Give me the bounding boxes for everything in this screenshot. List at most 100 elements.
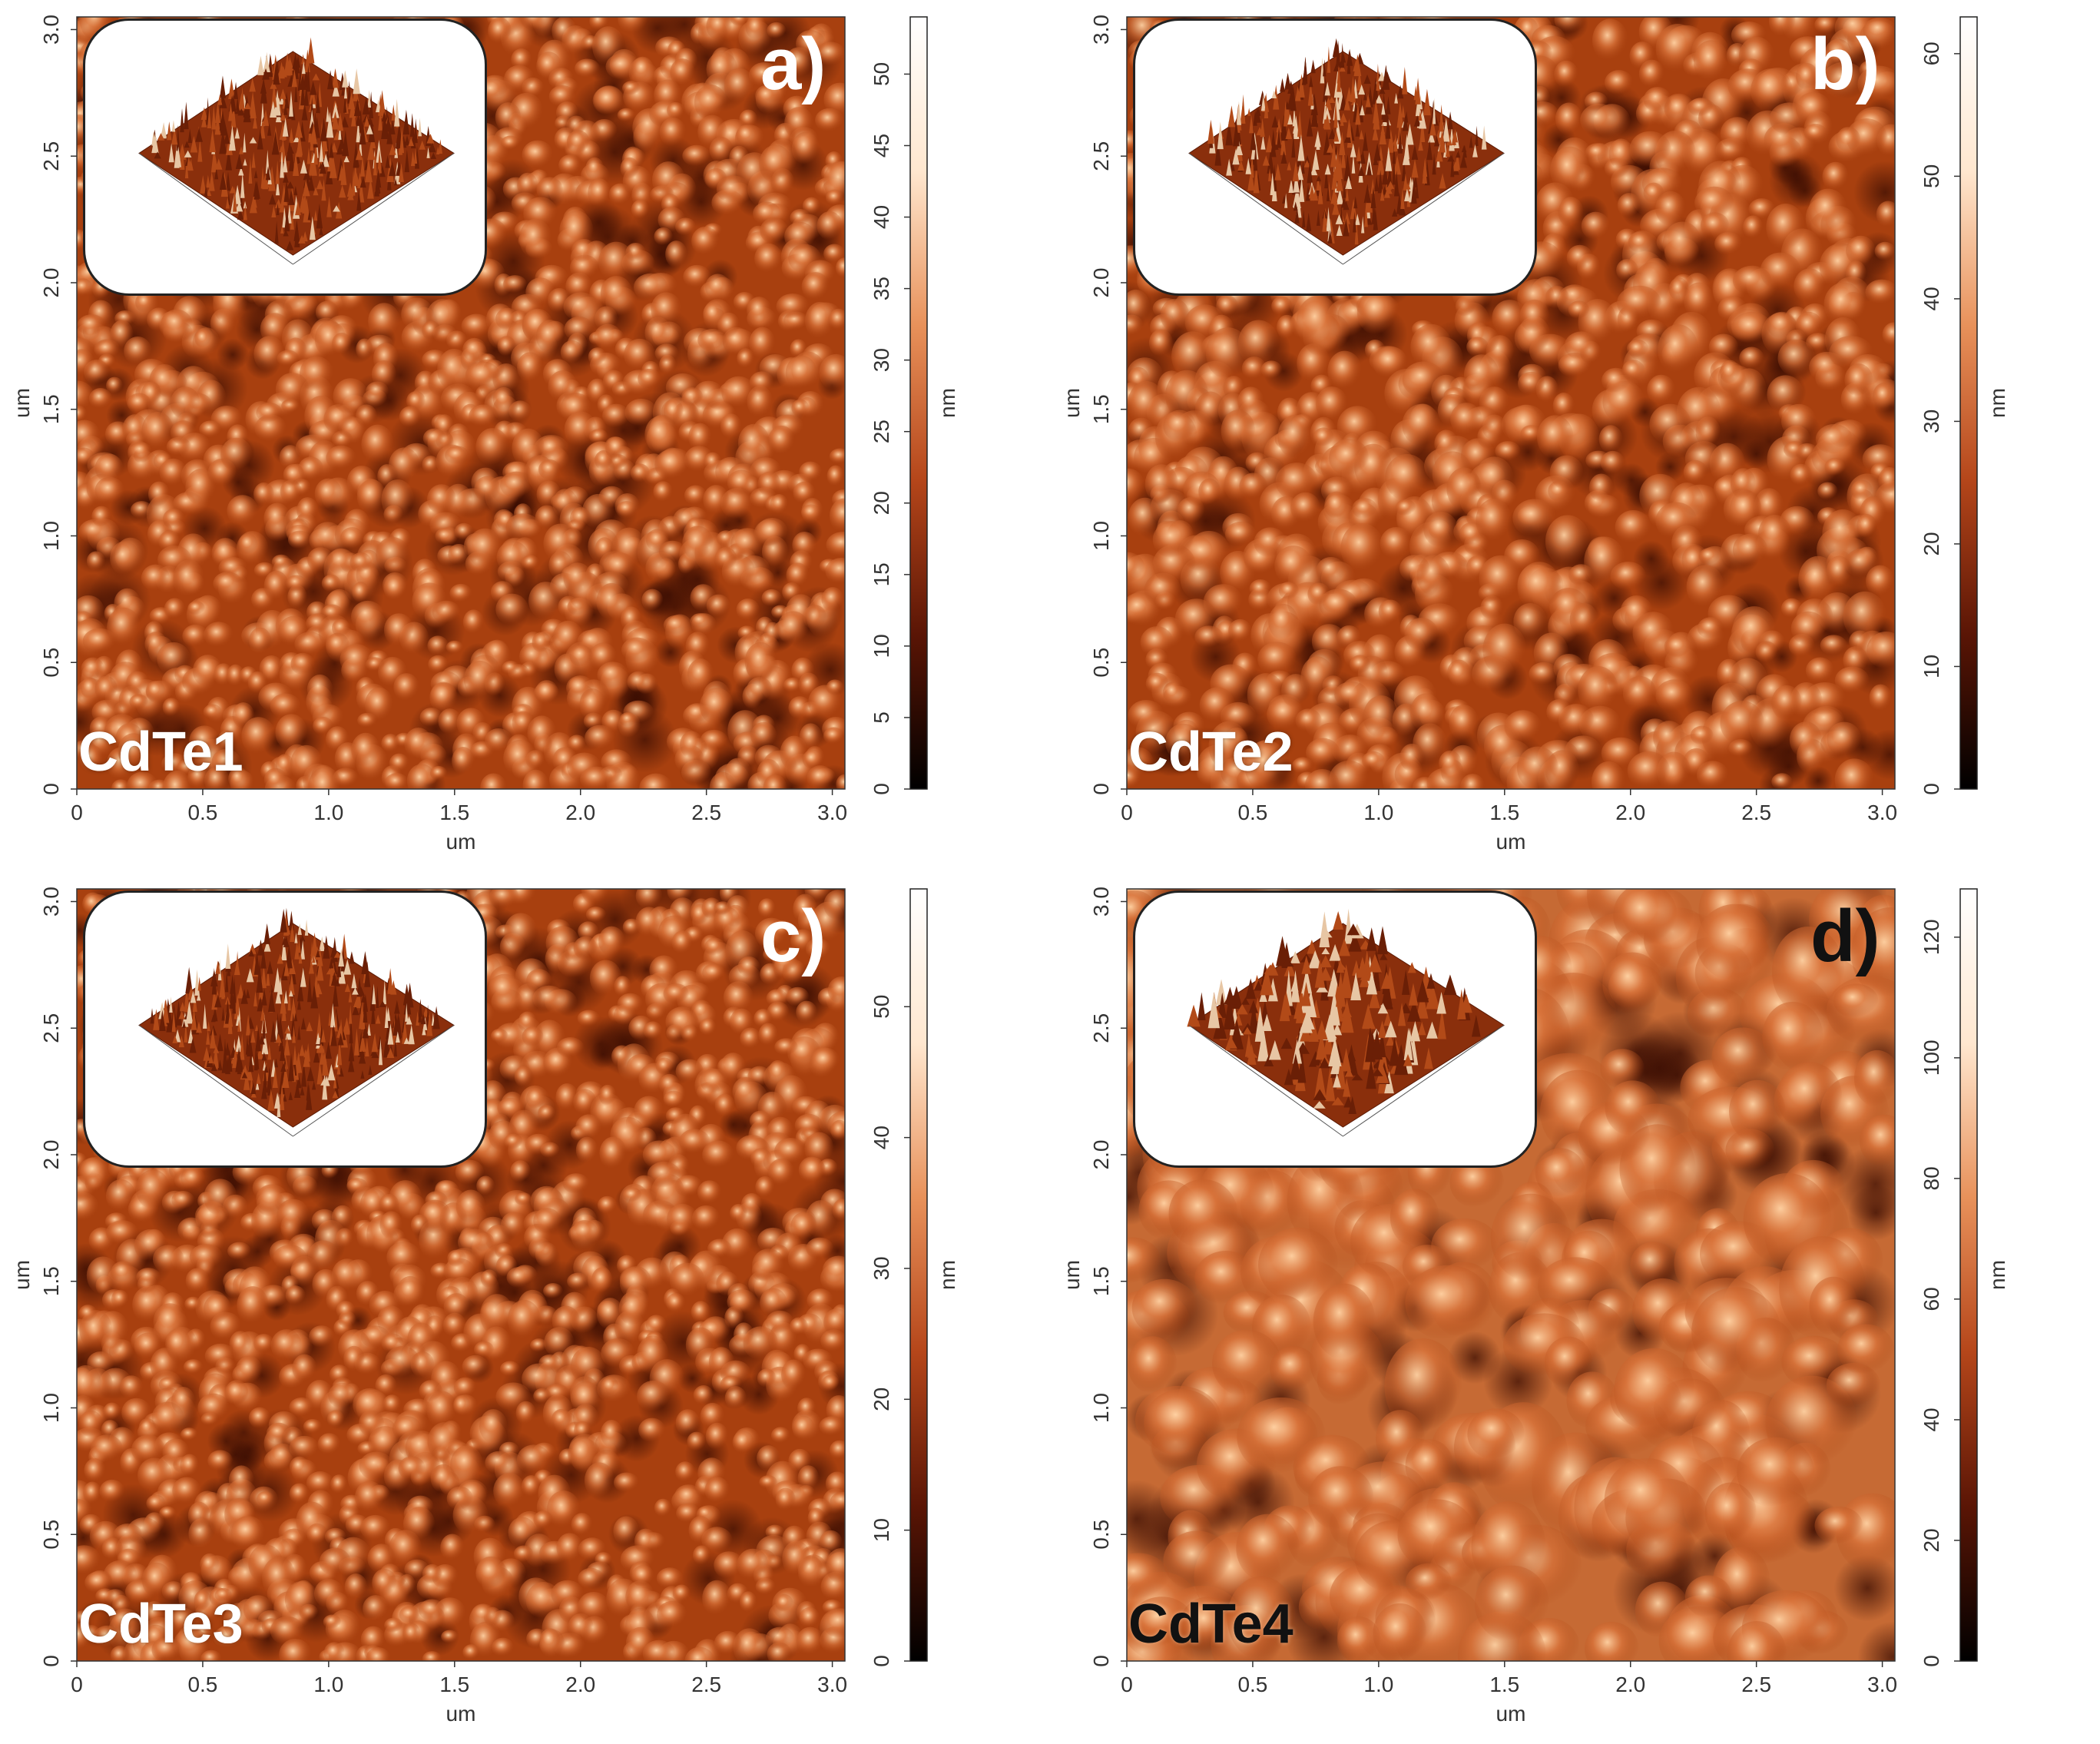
inset-3d-view [1133,18,1537,296]
y-tick-label: 1.0 [1089,1393,1113,1423]
colorbar-unit-label: nm [936,388,959,418]
colorbar [1959,16,1978,790]
colorbar-tick-label: 10 [1919,655,1943,678]
sample-label: CdTe2 [1128,721,1293,783]
x-tick-label: 0.5 [1237,801,1267,824]
afm-topography-image [77,889,845,1661]
sample-label: CdTe3 [78,1593,243,1655]
afm-panel-d: 0 0.5 1.0 1.5 2.0 2.5 3.0 um 0 0.5 1.0 1.5 2.0 2.5 3.0… [1050,872,2100,1744]
colorbar-tick-label: 20 [1919,1528,1943,1552]
x-tick-label: 1.0 [313,801,343,824]
afm-panel-b: 0 0.5 1.0 1.5 2.0 2.5 3.0 um 0 0.5 1.0 1.5 2.0 2.5 3.0… [1050,0,2100,872]
y-tick-label: 2.5 [1089,1013,1113,1043]
colorbar-tick-label: 40 [869,205,893,229]
colorbar-tick-label: 120 [1919,919,1943,955]
y-tick-label: 0 [1089,1655,1113,1667]
colorbar-tick-label: 40 [1919,1407,1943,1431]
y-tick-label: 3.0 [1089,887,1113,917]
y-tick-label: 3.0 [1089,15,1113,45]
x-tick-label: 2.0 [565,801,595,824]
x-tick-label: 2.0 [565,1673,595,1696]
y-tick-label: 2.0 [39,268,63,298]
colorbar-tick-label: 45 [869,134,893,157]
x-tick-label: 1.5 [1489,1673,1519,1696]
colorbar-tick-label: 15 [869,562,893,586]
x-tick-label: 1.5 [439,801,469,824]
y-tick-label: 3.0 [39,15,63,45]
x-tick-label: 2.0 [1615,801,1645,824]
y-tick-label: 0 [39,1655,63,1667]
y-tick-label: 0.5 [39,648,63,678]
x-tick-label: 2.5 [1741,1673,1771,1696]
x-tick-label: 3.0 [1867,801,1897,824]
x-tick-label: 2.5 [1741,801,1771,824]
colorbar-tick-label: 35 [869,277,893,300]
x-tick-label: 2.5 [691,1673,721,1696]
sample-label: CdTe4 [1128,1593,1293,1655]
colorbar-tick-label: 0 [869,783,893,795]
inset-3d-surface [1188,38,1505,265]
colorbar-tick-label: 5 [869,711,893,724]
colorbar-tick-label: 20 [869,1388,893,1411]
x-axis-label: um [446,830,476,854]
colorbar-tick-label: 80 [1919,1166,1943,1190]
y-tick-label: 2.0 [1089,1140,1113,1170]
x-axis-label: um [1496,1702,1526,1726]
panel-letter: d) [1810,895,1880,977]
colorbar-tick-label: 50 [869,995,893,1019]
colorbar [909,16,928,790]
inset-3d-surface [138,907,455,1137]
y-axis-label: um [1060,388,1084,418]
colorbar-unit-label: nm [936,1260,959,1290]
x-tick-label: 0.5 [187,1673,217,1696]
x-tick-label: 1.0 [1363,1673,1393,1696]
colorbar-tick-label: 40 [869,1126,893,1149]
y-tick-label: 0.5 [39,1520,63,1550]
x-tick-label: 0.5 [1237,1673,1267,1696]
y-tick-label: 0 [1089,783,1113,795]
x-axis-label: um [446,1702,476,1726]
y-axis-label: um [1060,1260,1084,1290]
x-tick-label: 0 [1121,801,1133,824]
y-tick-label: 1.0 [1089,521,1113,551]
colorbar-tick-label: 0 [1919,1655,1943,1667]
y-axis-label: um [10,1260,34,1290]
colorbar [909,888,928,1662]
x-tick-label: 0 [71,1673,83,1696]
panel-letter: a) [760,23,826,105]
colorbar-tick-label: 0 [869,1655,893,1667]
y-tick-label: 1.0 [39,1393,63,1423]
x-tick-label: 1.0 [1363,801,1393,824]
x-tick-label: 1.5 [439,1673,469,1696]
y-tick-label: 2.5 [39,141,63,171]
y-tick-label: 0.5 [1089,1520,1113,1550]
colorbar [1959,888,1978,1662]
colorbar-tick-label: 50 [1919,164,1943,188]
y-tick-label: 1.5 [39,394,63,424]
colorbar-tick-label: 30 [869,1256,893,1280]
colorbar-unit-label: nm [1986,1260,2009,1290]
colorbar-tick-label: 30 [869,348,893,372]
x-tick-label: 0 [71,801,83,824]
inset-3d-surface [1187,908,1505,1137]
colorbar-tick-label: 10 [869,634,893,658]
colorbar-unit-label: nm [1986,388,2009,418]
y-tick-label: 1.5 [1089,394,1113,424]
y-tick-label: 2.0 [39,1140,63,1170]
afm-panel-c: 0 0.5 1.0 1.5 2.0 2.5 3.0 um 0 0.5 1.0 1.5 2.0 2.5 3.0… [0,872,1050,1744]
x-tick-label: 3.0 [817,1673,847,1696]
y-tick-label: 1.5 [1089,1266,1113,1296]
sample-label: CdTe1 [78,721,243,783]
y-tick-label: 0.5 [1089,648,1113,678]
afm-panel-svg: 0 0.5 1.0 1.5 2.0 2.5 3.0 um 0 0.5 1.0 1.5 2.0 2.5 3.0… [10,887,959,1726]
colorbar-tick-label: 50 [869,62,893,86]
y-tick-label: 2.5 [1089,141,1113,171]
colorbar-tick-label: 20 [869,491,893,515]
colorbar-tick-label: 60 [1919,1287,1943,1311]
x-tick-label: 1.0 [313,1673,343,1696]
x-tick-label: 0 [1121,1673,1133,1696]
inset-3d-view [83,890,487,1168]
y-tick-label: 1.5 [39,1266,63,1296]
y-tick-label: 3.0 [39,887,63,917]
colorbar-tick-label: 25 [869,419,893,443]
